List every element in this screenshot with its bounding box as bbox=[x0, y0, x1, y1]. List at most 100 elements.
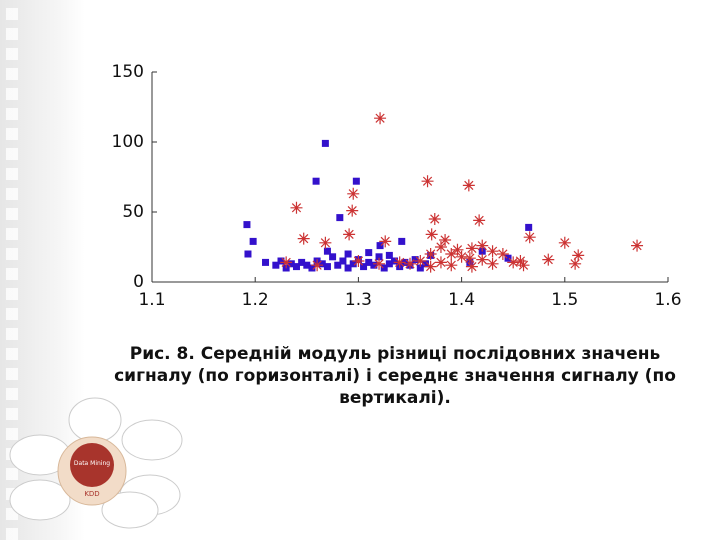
y-tick-label: 0 bbox=[133, 272, 144, 292]
point bbox=[352, 255, 365, 267]
point bbox=[569, 257, 582, 270]
point bbox=[476, 239, 489, 252]
chart: 0 50 100 150 1.1 1.2 1.3 1.4 1.5 1.6 bbox=[112, 62, 682, 310]
logo-bottom: KDD bbox=[84, 490, 99, 498]
point bbox=[349, 260, 357, 268]
point bbox=[523, 231, 536, 244]
point bbox=[398, 237, 406, 245]
point bbox=[298, 258, 306, 266]
point bbox=[375, 253, 383, 261]
point bbox=[416, 264, 424, 272]
point bbox=[486, 245, 499, 258]
point bbox=[334, 261, 342, 269]
point bbox=[445, 248, 458, 260]
point bbox=[344, 250, 352, 258]
point bbox=[376, 242, 384, 250]
point bbox=[380, 264, 388, 272]
point bbox=[455, 250, 468, 263]
point bbox=[631, 239, 644, 252]
point bbox=[428, 213, 441, 225]
point bbox=[514, 255, 527, 267]
point bbox=[542, 253, 555, 266]
point bbox=[434, 241, 447, 253]
point bbox=[393, 256, 406, 269]
point bbox=[290, 201, 303, 214]
point bbox=[424, 260, 437, 273]
x-tick-label: 1.6 bbox=[654, 290, 681, 310]
point bbox=[303, 261, 311, 269]
point bbox=[558, 236, 571, 249]
x-tick-label: 1.5 bbox=[551, 290, 578, 310]
x-tick-label: 1.1 bbox=[138, 290, 165, 310]
point bbox=[411, 256, 419, 264]
point bbox=[434, 256, 447, 269]
point bbox=[277, 257, 285, 265]
point bbox=[421, 175, 434, 188]
point bbox=[424, 248, 437, 260]
caption: Рис. 8. Середній модуль різниці послідов… bbox=[114, 344, 676, 408]
point bbox=[370, 261, 378, 269]
point bbox=[262, 258, 270, 266]
point bbox=[385, 260, 393, 268]
point bbox=[473, 214, 486, 227]
point bbox=[507, 256, 520, 269]
point bbox=[272, 261, 280, 269]
kdd-diagram: Data Mining KDD bbox=[9, 397, 183, 529]
y-tick-label: 50 bbox=[122, 202, 144, 222]
x-tick-label: 1.3 bbox=[345, 290, 372, 310]
point bbox=[343, 228, 356, 241]
point bbox=[439, 234, 452, 246]
point bbox=[297, 232, 310, 245]
point bbox=[243, 221, 251, 229]
logo-center: Data Mining bbox=[74, 460, 110, 467]
point bbox=[249, 237, 257, 245]
point bbox=[374, 112, 387, 125]
point bbox=[329, 253, 337, 261]
point bbox=[486, 257, 499, 270]
y-tick-label: 100 bbox=[112, 132, 144, 152]
point bbox=[323, 263, 331, 271]
point bbox=[287, 260, 295, 268]
point bbox=[462, 179, 475, 192]
point bbox=[425, 228, 438, 241]
point bbox=[373, 257, 386, 270]
point bbox=[311, 259, 324, 272]
point bbox=[312, 177, 320, 185]
point bbox=[496, 248, 509, 260]
x-tick-label: 1.4 bbox=[448, 290, 475, 310]
point bbox=[244, 250, 252, 258]
point bbox=[404, 257, 416, 270]
x-tick-label: 1.2 bbox=[242, 290, 269, 310]
point bbox=[365, 249, 373, 257]
point bbox=[476, 253, 489, 266]
point bbox=[336, 214, 344, 222]
point bbox=[572, 249, 585, 262]
point bbox=[445, 259, 458, 272]
point bbox=[321, 139, 329, 147]
point bbox=[385, 251, 393, 259]
point bbox=[318, 260, 326, 268]
point bbox=[504, 254, 512, 262]
point bbox=[280, 256, 293, 269]
point bbox=[308, 264, 316, 272]
point bbox=[525, 223, 533, 231]
film-holes bbox=[6, 0, 18, 540]
point bbox=[451, 243, 464, 256]
point bbox=[347, 187, 360, 200]
point bbox=[463, 252, 476, 265]
point bbox=[352, 177, 360, 185]
point bbox=[339, 257, 347, 265]
point bbox=[360, 263, 368, 271]
point bbox=[517, 259, 530, 272]
point bbox=[292, 263, 300, 271]
point bbox=[465, 242, 478, 255]
point bbox=[346, 204, 359, 217]
point bbox=[379, 235, 392, 248]
point bbox=[365, 258, 373, 266]
point bbox=[414, 255, 427, 267]
y-tick-label: 150 bbox=[112, 62, 144, 82]
point bbox=[391, 257, 399, 265]
point bbox=[344, 264, 352, 272]
point bbox=[465, 260, 478, 273]
